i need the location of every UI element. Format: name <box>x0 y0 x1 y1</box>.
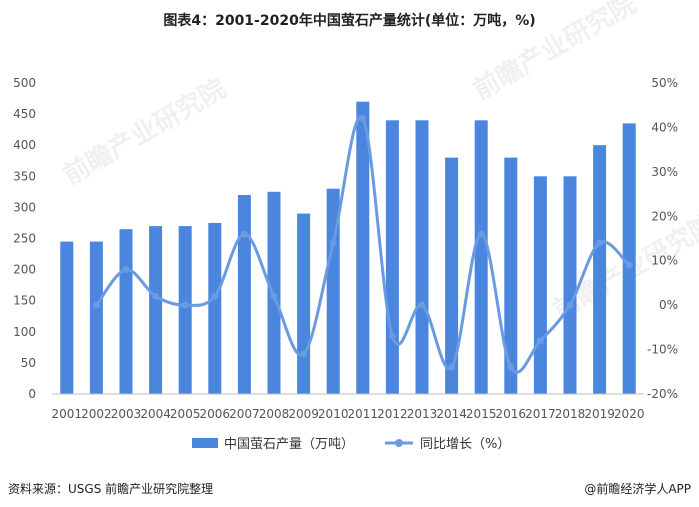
x-tick-label: 2009 <box>288 407 319 421</box>
left-axis: 0 50 100 150 200 250 300 350 400 450 500 <box>13 76 36 401</box>
line-series <box>92 115 633 374</box>
left-tick-label: 350 <box>13 169 36 183</box>
x-tick-label: 2004 <box>140 407 171 421</box>
bar-2003 <box>119 229 133 394</box>
legend-line-label: 同比增长（%） <box>420 437 510 452</box>
bar-2017 <box>533 176 547 394</box>
growth-point <box>152 292 160 300</box>
left-tick-label: 300 <box>13 200 36 214</box>
growth-point <box>536 337 544 345</box>
left-tick-label: 150 <box>13 294 36 308</box>
right-tick-label: 30% <box>651 165 678 179</box>
bar-2015 <box>474 120 488 395</box>
x-tick-label: 2011 <box>348 407 379 421</box>
bar-2011 <box>356 101 370 394</box>
left-tick-label: 400 <box>13 138 36 152</box>
left-tick-label: 450 <box>13 107 36 121</box>
legend-bar-label: 中国萤石产量（万吨） <box>224 437 354 452</box>
bar-2001 <box>60 241 74 394</box>
left-tick-label: 50 <box>21 356 36 370</box>
x-tick-label: 2016 <box>496 407 527 421</box>
footer-source: 资料来源：USGS 前瞻产业研究院整理 <box>8 482 214 496</box>
bar-2010 <box>326 188 340 394</box>
growth-point <box>122 266 130 274</box>
watermark-text: 前瞻产业研究院 <box>468 0 641 106</box>
bar-2004 <box>149 226 163 394</box>
x-tick-label: 2005 <box>170 407 201 421</box>
right-tick-label: 0% <box>659 298 678 312</box>
left-tick-label: 200 <box>13 263 36 277</box>
growth-point <box>507 363 515 371</box>
right-tick-label: -10% <box>647 343 678 357</box>
x-tick-label: 2015 <box>466 407 497 421</box>
growth-point <box>359 115 367 122</box>
growth-point <box>300 350 308 358</box>
legend-bar-swatch <box>192 438 218 448</box>
bar-2018 <box>563 176 577 394</box>
x-tick-label: 2017 <box>525 407 556 421</box>
growth-point <box>181 301 189 309</box>
x-tick-label: 2019 <box>584 407 615 421</box>
bar-2005 <box>178 226 192 394</box>
bar-2009 <box>297 213 311 394</box>
growth-point <box>566 301 574 309</box>
right-tick-label: 40% <box>651 120 678 134</box>
x-tick-label: 2001 <box>52 407 83 421</box>
bar-2014 <box>445 157 459 394</box>
growth-point <box>418 301 426 309</box>
watermark-text: 前瞻产业研究院 <box>58 73 231 191</box>
left-tick-label: 0 <box>28 387 36 401</box>
bar-2006 <box>208 222 222 394</box>
x-tick-label: 2020 <box>614 407 645 421</box>
bar-2013 <box>415 120 429 395</box>
growth-point <box>211 292 219 300</box>
bar-2002 <box>89 241 103 394</box>
growth-point <box>240 230 248 238</box>
growth-line <box>95 115 631 374</box>
growth-point <box>448 363 456 371</box>
x-tick-label: 2006 <box>200 407 231 421</box>
bar-2016 <box>504 157 518 394</box>
right-tick-label: 10% <box>651 254 678 268</box>
left-tick-label: 250 <box>13 232 36 246</box>
growth-point <box>92 301 100 309</box>
growth-point <box>329 239 337 247</box>
right-tick-label: -20% <box>647 387 678 401</box>
x-axis: 2001 2002 2003 2004 2005 2006 2007 2008 2009 2010… <box>52 393 645 421</box>
bar-2007 <box>237 195 251 394</box>
x-tick-label: 2003 <box>111 407 142 421</box>
growth-point <box>596 239 604 247</box>
legend-line-marker <box>395 439 403 447</box>
bar-2020 <box>622 123 636 395</box>
x-tick-label: 2002 <box>81 407 112 421</box>
growth-point <box>625 261 633 269</box>
right-tick-label: 50% <box>651 76 678 90</box>
left-tick-label: 500 <box>13 76 36 90</box>
x-tick-label: 2013 <box>407 407 438 421</box>
footer-brand: @前瞻经济学人APP <box>584 482 691 496</box>
right-axis: -20% -10% 0% 10% 20% 30% 40% 50% <box>647 76 678 401</box>
legend: 中国萤石产量（万吨） 同比增长（%） <box>192 437 510 452</box>
chart-title: 图表4：2001-2020年中国萤石产量统计(单位：万吨，%) <box>163 13 536 29</box>
right-tick-label: 20% <box>651 209 678 223</box>
bar-2012 <box>385 120 399 395</box>
left-tick-label: 100 <box>13 325 36 339</box>
x-tick-label: 2008 <box>259 407 290 421</box>
bar-2019 <box>593 145 607 394</box>
growth-point <box>270 292 278 300</box>
x-tick-label: 2018 <box>555 407 586 421</box>
growth-point <box>388 332 396 340</box>
growth-point <box>477 230 485 238</box>
x-tick-label: 2012 <box>377 407 408 421</box>
x-tick-label: 2007 <box>229 407 260 421</box>
x-tick-label: 2014 <box>436 407 467 421</box>
x-tick-label: 2010 <box>318 407 349 421</box>
